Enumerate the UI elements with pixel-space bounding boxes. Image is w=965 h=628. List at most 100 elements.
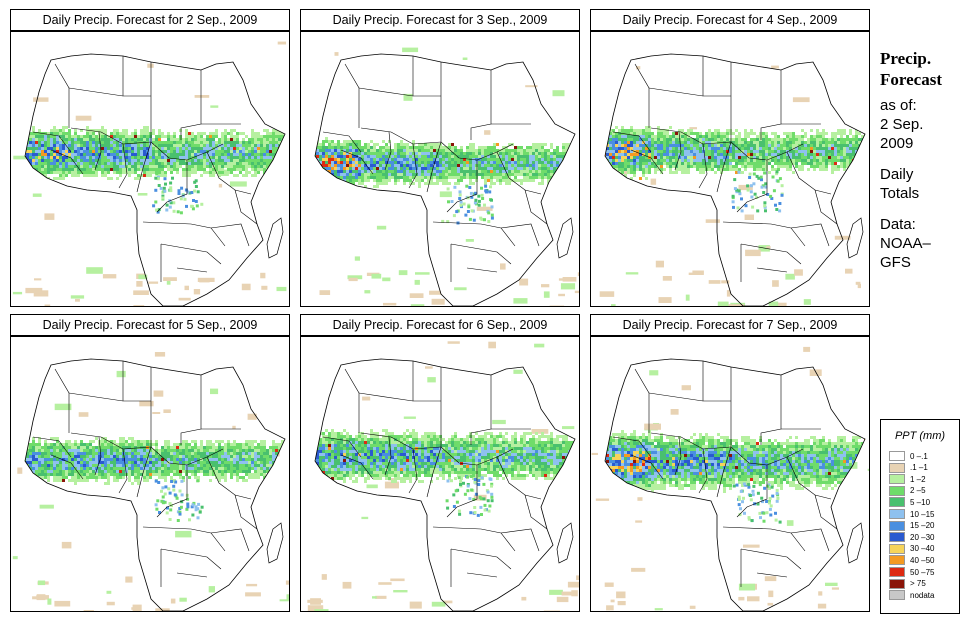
rain-cell <box>128 464 131 467</box>
rain-cell <box>762 144 765 147</box>
rain-cell <box>62 461 65 464</box>
rain-cell <box>17 138 20 141</box>
rain-cell <box>648 141 651 144</box>
rain-cell <box>774 150 777 153</box>
rain-cell <box>65 150 68 153</box>
rain-cell <box>792 171 795 174</box>
rain-cell <box>657 162 660 165</box>
rain-cell <box>251 174 254 177</box>
rain-cell <box>254 171 257 174</box>
country-border <box>408 143 418 189</box>
rain-cell <box>373 170 376 173</box>
rain-cell <box>44 443 47 446</box>
rain-cell <box>242 461 245 464</box>
rain-cell <box>606 150 609 153</box>
rain-cell <box>843 153 846 156</box>
rain-cell <box>281 132 284 135</box>
rain-cell <box>636 141 639 144</box>
rain-cell <box>86 126 89 129</box>
rain-cell <box>780 159 783 162</box>
rain-cell <box>137 461 140 464</box>
rain-cell <box>687 138 690 141</box>
rain-cell <box>642 135 645 138</box>
rain-cell <box>248 150 251 153</box>
rain-cell <box>68 443 71 446</box>
rain-cell <box>615 141 618 144</box>
rain-cell <box>59 177 62 180</box>
rain-cell <box>26 153 29 156</box>
rain-cell <box>678 159 681 162</box>
rain-cell <box>421 158 424 161</box>
rain-cell <box>334 185 337 188</box>
rain-cell <box>74 162 77 165</box>
rain-cell <box>74 461 77 464</box>
rain-cell <box>74 174 77 177</box>
rain-cell <box>705 135 708 138</box>
rain-cell <box>439 161 442 164</box>
rain-cell <box>553 152 556 155</box>
rain-cell <box>460 155 463 158</box>
rain-cell <box>600 129 603 132</box>
rain-cell <box>315 182 316 185</box>
rain-cell <box>469 182 472 185</box>
rain-cell <box>25 135 26 138</box>
rain-cell <box>278 165 281 168</box>
rain-cell <box>110 159 113 162</box>
rain-cell <box>577 155 579 158</box>
rain-cell <box>101 138 104 141</box>
rain-cell <box>257 449 260 452</box>
rain-cell <box>304 188 307 191</box>
rain-cell <box>340 182 343 185</box>
rain-cell <box>77 461 80 464</box>
rain-cell <box>654 168 657 171</box>
rain-cell <box>56 446 59 449</box>
rain-cell <box>783 144 786 147</box>
rain-cell <box>594 138 597 141</box>
rain-cell <box>101 126 104 129</box>
rain-cell <box>20 449 23 452</box>
rain-cell <box>194 165 197 168</box>
rain-cell <box>71 162 74 165</box>
rain-cell <box>272 168 275 171</box>
rain-cell <box>705 141 708 144</box>
rain-cell <box>535 152 538 155</box>
rain-cell <box>287 461 289 464</box>
rain-cell <box>104 449 107 452</box>
country-border <box>54 63 70 128</box>
rain-cell <box>254 156 257 159</box>
rain-cell <box>170 168 173 171</box>
rain-cell <box>639 159 642 162</box>
rain-cell <box>493 152 496 155</box>
rain-cell <box>867 141 869 144</box>
ocean-rain-patch <box>541 284 550 288</box>
rain-cell <box>792 132 795 135</box>
rain-cell <box>104 156 107 159</box>
rain-cell <box>798 135 801 138</box>
rain-cell <box>475 170 478 173</box>
rain-cell <box>179 135 182 138</box>
rain-cell <box>122 159 125 162</box>
rain-cell <box>831 132 834 135</box>
rain-cell <box>783 156 786 159</box>
rain-cell <box>538 158 541 161</box>
rain-cell <box>600 135 603 138</box>
rain-cell <box>574 167 575 170</box>
rain-cell <box>65 162 68 165</box>
rain-cell <box>176 443 179 446</box>
rain-cell <box>343 143 346 146</box>
rain-cell <box>188 458 191 461</box>
ocean-rain-patch <box>857 283 861 289</box>
rain-cell <box>167 446 170 449</box>
country-border <box>716 141 732 193</box>
rain-cell <box>828 147 831 150</box>
rain-cell <box>176 153 179 156</box>
rain-cell <box>32 156 35 159</box>
rain-cell <box>131 135 134 138</box>
rain-cell <box>89 443 92 446</box>
rain-cell <box>266 461 269 464</box>
rain-cell <box>687 156 690 159</box>
rain-cell <box>618 165 621 168</box>
rain-cell <box>574 155 575 158</box>
rain-cell <box>852 162 855 165</box>
rain-cell <box>128 162 131 165</box>
